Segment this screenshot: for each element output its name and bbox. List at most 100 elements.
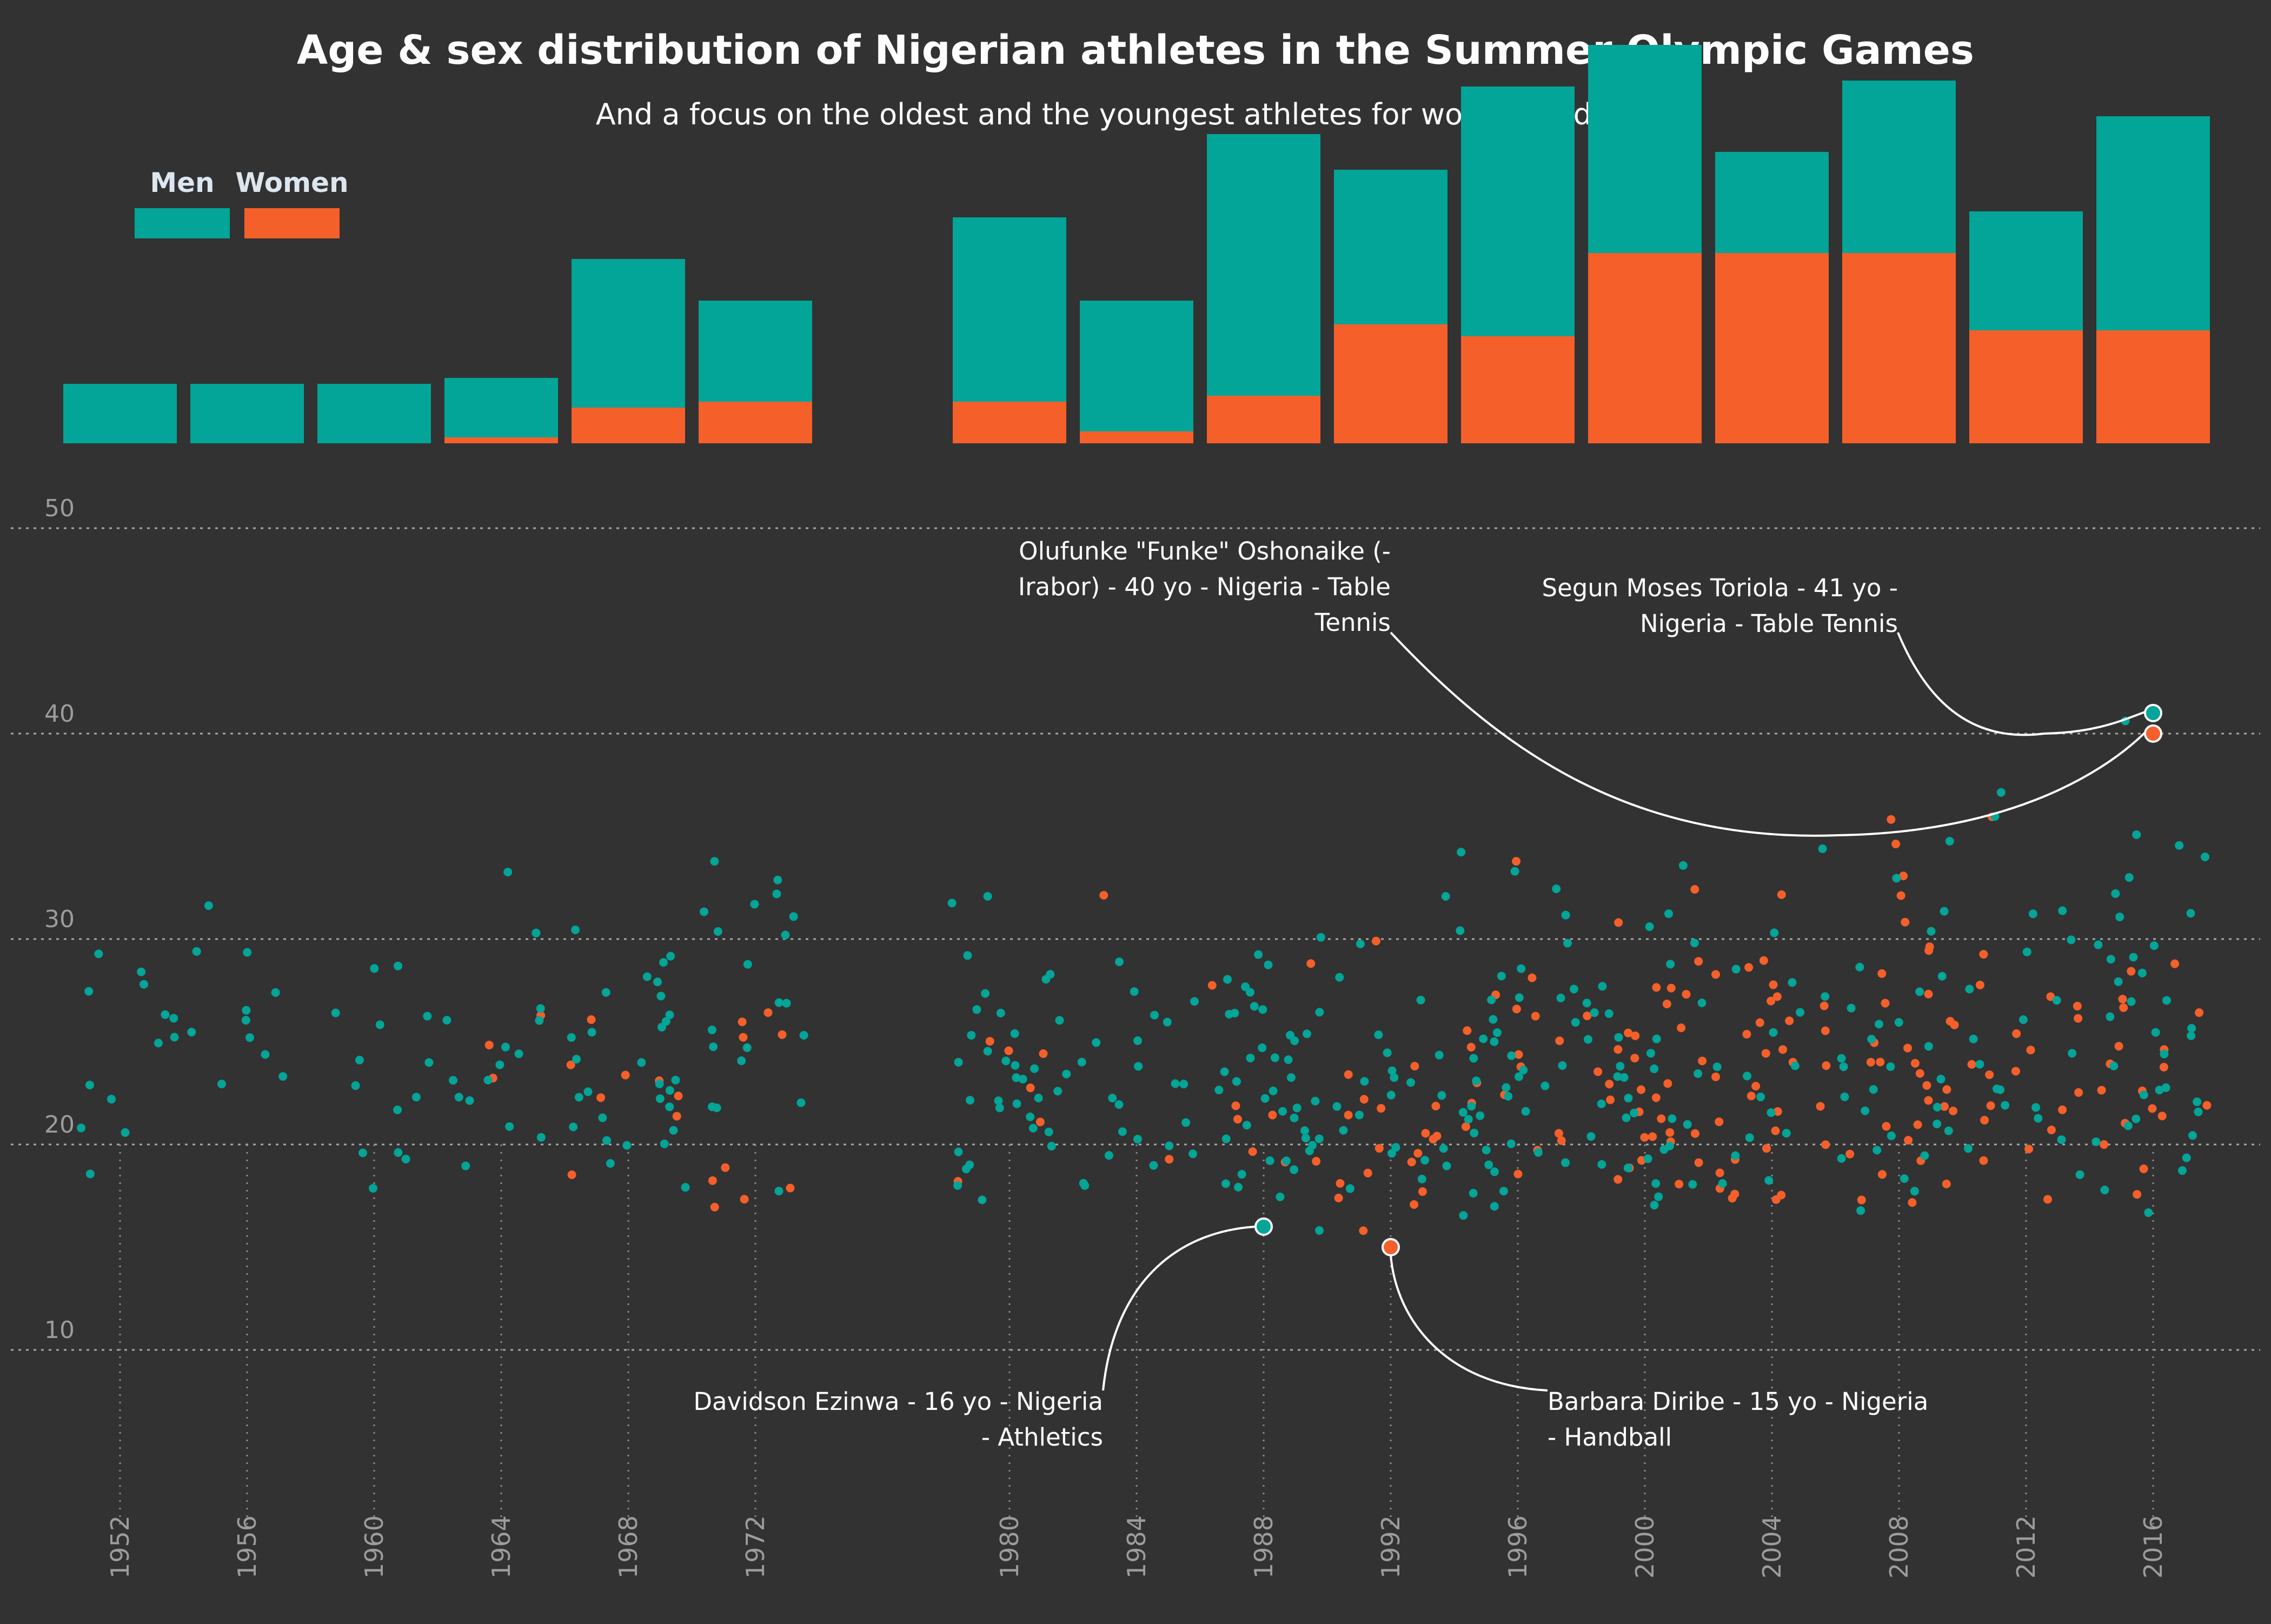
point-men-1956-5 <box>241 1016 250 1025</box>
point-men-2004-2 <box>1731 1151 1740 1160</box>
point-men-1996-32 <box>1515 993 1524 1002</box>
point-men-1964-5 <box>449 1076 458 1085</box>
point-women-2008-13 <box>1942 1085 1951 1094</box>
point-women-2004-26 <box>1820 1001 1829 1010</box>
point-men-1980-15 <box>1018 1075 1027 1084</box>
point-women-2004-17 <box>1822 1061 1831 1070</box>
point-women-2000-10 <box>1665 1128 1675 1137</box>
point-men-2000-14 <box>1597 1099 1606 1108</box>
bar-men-1964 <box>444 378 558 437</box>
point-women-2000-11 <box>1606 1095 1615 1104</box>
point-women-2004-13 <box>1747 1091 1756 1101</box>
point-men-2016-24 <box>2129 953 2138 962</box>
point-women-2012-7 <box>2074 1088 2083 1097</box>
point-men-1968-15 <box>637 1058 646 1067</box>
point-men-2008-8 <box>1933 1119 1942 1128</box>
point-men-1992-2 <box>1420 1156 1430 1165</box>
point-men-2008-27 <box>1892 874 1901 883</box>
point-women-2008-10 <box>1924 1096 1933 1105</box>
point-women-2000-0 <box>1613 1175 1623 1184</box>
point-men-1968-5 <box>669 1126 678 1135</box>
point-men-1964-11 <box>535 1016 544 1025</box>
annotation-connector-3 <box>1897 632 2146 736</box>
age-tick-10: 10 <box>44 1316 75 1344</box>
point-women-2012-12 <box>2012 1029 2021 1039</box>
bar-women-1992 <box>1334 324 1447 443</box>
point-men-1972-6 <box>799 1030 808 1040</box>
points <box>77 716 2212 1235</box>
point-women-1992-4 <box>1418 1187 1427 1196</box>
point-women-2008-3 <box>1877 1170 1887 1179</box>
point-women-2004-23 <box>1821 1026 1830 1035</box>
point-women-2008-16 <box>1876 1057 1885 1067</box>
point-women-1968-0 <box>567 1170 576 1180</box>
point-men-1996-40 <box>1510 867 1519 876</box>
point-women-2008-2 <box>1942 1179 1951 1188</box>
point-men-1988-6 <box>1265 1156 1274 1165</box>
bar-women-2008 <box>1842 253 1956 443</box>
point-men-2000-0 <box>1650 1201 1659 1210</box>
point-men-1988-15 <box>1290 1113 1299 1122</box>
point-men-1996-28 <box>1571 1018 1580 1027</box>
point-men-2016-8 <box>2194 1107 2203 1116</box>
point-women-2004-11 <box>1773 1107 1782 1116</box>
point-men-1952-7 <box>161 1010 170 1019</box>
point-men-1980-16 <box>1012 1073 1021 1082</box>
point-women-2004-24 <box>1772 992 1782 1001</box>
point-men-1956-3 <box>245 1033 255 1042</box>
point-men-1996-33 <box>1569 984 1578 994</box>
point-men-1988-37 <box>1258 1005 1267 1014</box>
point-men-1980-3 <box>965 1160 974 1169</box>
point-men-1980-24 <box>1010 1029 1019 1038</box>
point-women-1996-1 <box>1557 1136 1566 1145</box>
point-men-1968-28 <box>571 925 580 934</box>
legend-label-women: Women <box>235 167 348 198</box>
point-men-1992-17 <box>1387 1066 1397 1075</box>
annotation-label-2: Olufunke "Funke" Oshonaike (-Irabor) - 4… <box>1018 537 1391 637</box>
point-men-1960-3 <box>394 1148 403 1157</box>
point-men-1952-8 <box>169 1014 178 1023</box>
point-women-2004-8 <box>1821 1140 1830 1149</box>
point-men-1952-1 <box>77 1123 86 1133</box>
point-men-1968-16 <box>572 1055 581 1064</box>
point-women-2008-23 <box>1924 989 1933 999</box>
point-women-2004-21 <box>1785 1016 1794 1026</box>
point-women-2000-24 <box>1583 1011 1592 1021</box>
point-women-2000-14 <box>1663 1079 1672 1088</box>
point-men-2008-13 <box>1869 1085 1878 1094</box>
point-men-1960-7 <box>424 1058 434 1067</box>
point-men-2016-32 <box>2175 841 2184 850</box>
point-men-2012-7 <box>1993 1084 2002 1094</box>
point-women-2004-27 <box>1711 970 1721 979</box>
point-men-2016-15 <box>2151 1028 2160 1037</box>
point-men-1960-0 <box>369 1184 378 1193</box>
point-women-2004-25 <box>1767 996 1776 1006</box>
point-men-2012-5 <box>2001 1101 2010 1110</box>
point-men-2000-27 <box>1697 999 1706 1008</box>
point-women-1972-4 <box>721 1163 730 1172</box>
point-women-1980-4 <box>985 1037 994 1046</box>
point-men-2004-15 <box>1770 928 1779 937</box>
point-men-1968-12 <box>655 1079 664 1088</box>
point-men-1972-0 <box>774 1187 783 1196</box>
point-men-1996-2 <box>1469 1189 1478 1198</box>
point-men-2000-2 <box>1651 1179 1661 1188</box>
point-men-1952-10 <box>140 980 149 989</box>
point-women-2012-3 <box>1980 1116 1989 1125</box>
point-men-1964-14 <box>503 868 513 877</box>
point-men-1964-4 <box>454 1093 463 1102</box>
point-women-2008-28 <box>1896 891 1905 900</box>
point-men-1980-12 <box>1034 1094 1043 1103</box>
point-women-1996-0 <box>1513 1169 1523 1179</box>
point-men-2016-17 <box>2187 1024 2196 1033</box>
bars <box>63 45 2210 443</box>
point-women-2004-29 <box>1759 956 1768 965</box>
point-men-1992-3 <box>1442 1161 1451 1170</box>
point-women-2008-11 <box>1949 1107 1958 1116</box>
point-men-1984-7 <box>1118 1127 1127 1136</box>
point-men-2012-10 <box>1969 1034 1978 1043</box>
point-women-2000-18 <box>1630 1054 1639 1063</box>
point-women-2004-19 <box>1742 1029 1751 1039</box>
point-women-1984-0 <box>1165 1155 1174 1164</box>
point-women-2008-5 <box>1904 1136 1913 1145</box>
